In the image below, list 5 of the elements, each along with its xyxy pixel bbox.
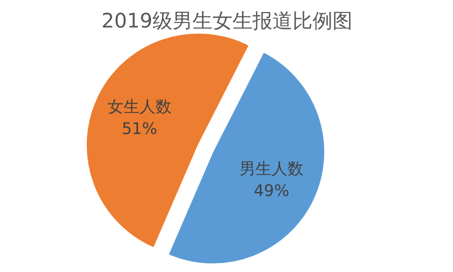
slice-label: 男生人数: [240, 159, 304, 178]
data-label: 51%: [122, 118, 158, 138]
chart-title: 2019级男生女生报道比例图: [102, 8, 352, 32]
data-label: 49%: [254, 181, 290, 200]
slice-label: 女生人数: [107, 96, 172, 116]
